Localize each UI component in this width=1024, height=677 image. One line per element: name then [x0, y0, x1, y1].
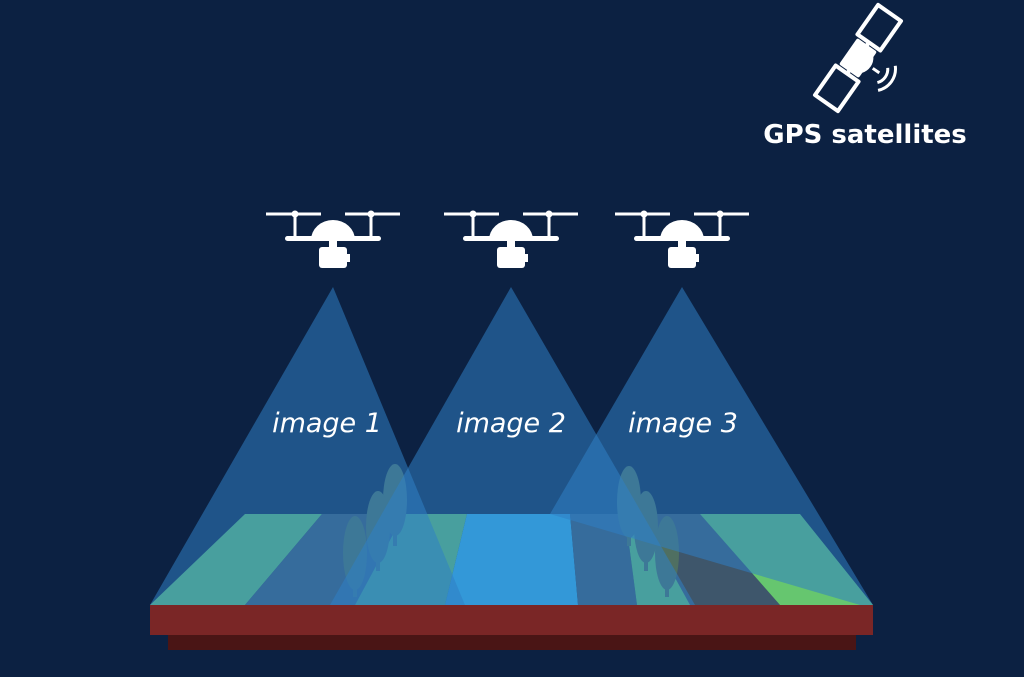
terrain-base-shadow — [168, 634, 856, 650]
satellite-label: GPS satellites — [763, 120, 967, 150]
drone-icon — [264, 209, 402, 270]
image-label-3: image 3 — [628, 408, 738, 439]
satellite-icon — [812, 2, 904, 114]
image-footprint-3 — [550, 287, 873, 605]
drone-icon — [442, 209, 580, 270]
image-label-2: image 2 — [456, 408, 566, 439]
drone-icon — [613, 209, 751, 270]
image-label-1: image 1 — [272, 408, 382, 439]
terrain-soil — [150, 605, 873, 635]
